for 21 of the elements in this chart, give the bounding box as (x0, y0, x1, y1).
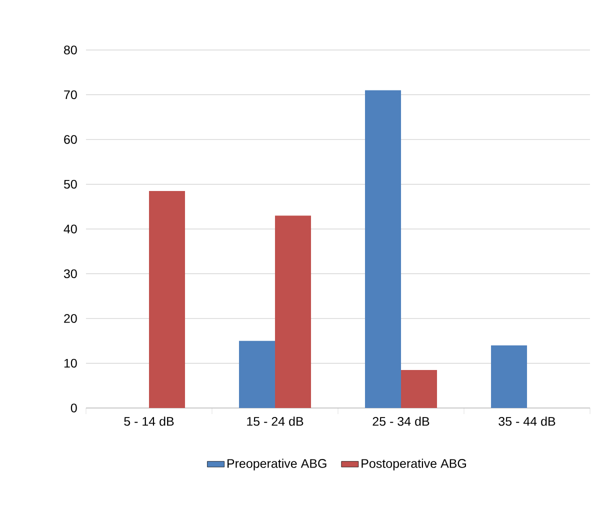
bar (149, 190, 186, 408)
x-tick-label: 5 - 14 dB (124, 416, 174, 426)
legend-label: Preoperative ABG (228, 458, 326, 470)
bar (239, 340, 276, 408)
bar (491, 345, 528, 408)
x-tick-label: 35 - 44 dB (498, 416, 556, 426)
legend-label: Postoperative ABG (362, 458, 466, 470)
x-tick-label: 15 - 24 dB (247, 416, 304, 426)
x-tick-label: 25 - 34 dB (372, 416, 430, 426)
bar (365, 90, 402, 408)
y-tick-label: 50 (64, 180, 77, 189)
y-tick-label: 40 (64, 224, 77, 234)
y-tick-label: 60 (64, 135, 77, 144)
y-tick-label: 0 (70, 404, 77, 412)
y-tick-label: 10 (64, 358, 77, 368)
y-tick-label: 30 (64, 269, 77, 278)
bar (401, 370, 438, 408)
y-tick-label: 80 (64, 46, 77, 54)
bar (275, 216, 312, 408)
y-tick-label: 70 (64, 90, 77, 100)
y-tick-label: 20 (64, 314, 77, 323)
